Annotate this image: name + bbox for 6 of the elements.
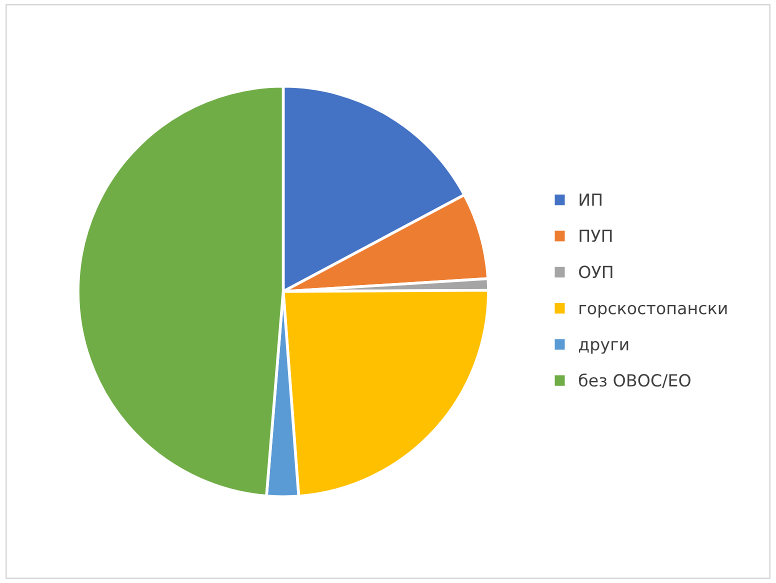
legend-label: ОУП [579, 266, 612, 278]
legend-label: без ОВОС/ЕО [579, 373, 690, 388]
legend-label: други [578, 340, 628, 354]
legend-label: ПУП [580, 230, 612, 242]
legend-label: ИП [580, 194, 602, 206]
legend-label: горскостопански [580, 304, 727, 318]
